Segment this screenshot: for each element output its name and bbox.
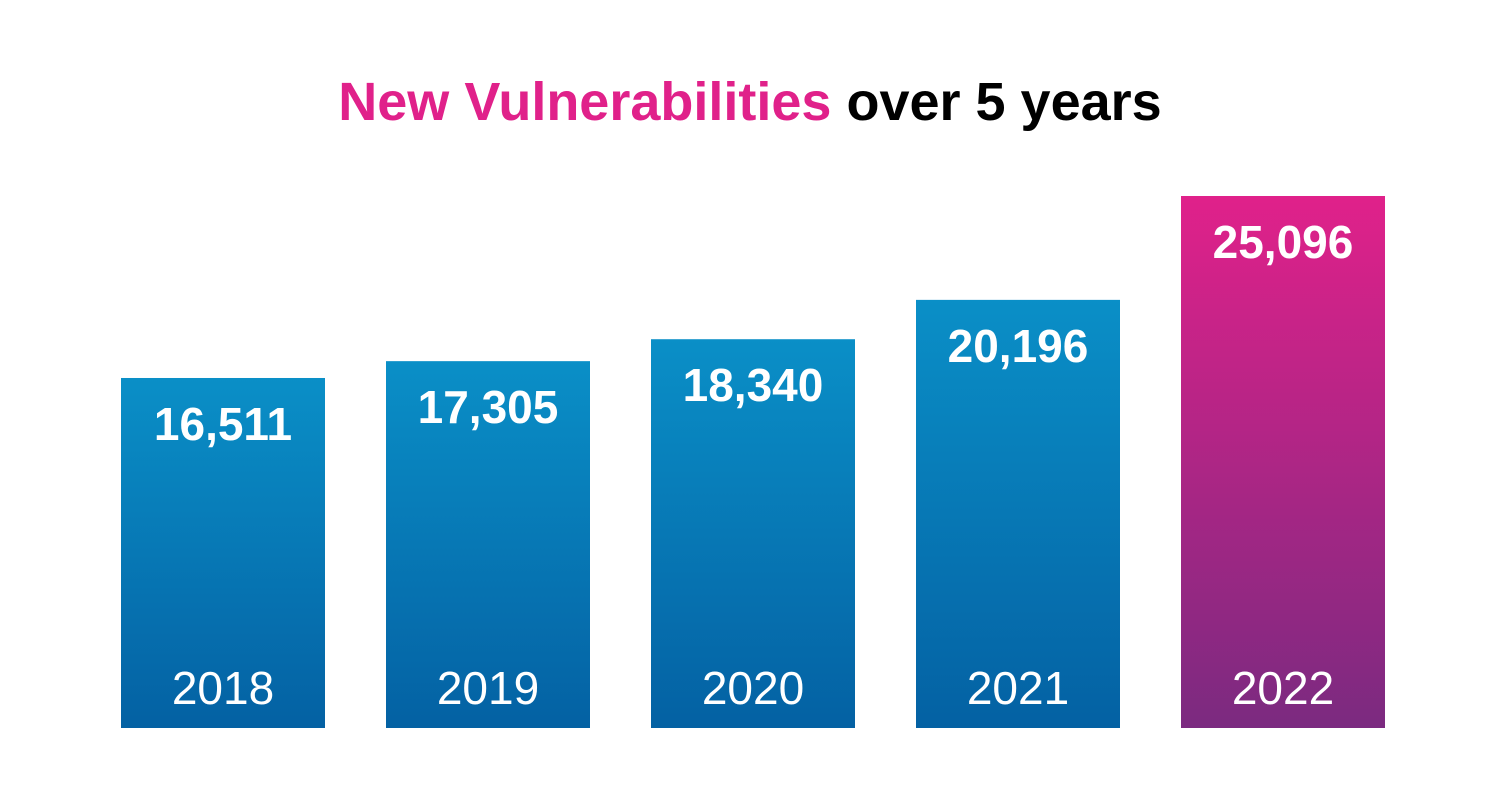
bar-value-label: 25,096 [1213, 216, 1354, 268]
bar-category-label: 2019 [437, 662, 539, 714]
bar-rect [1181, 196, 1385, 728]
chart-title-rest: over 5 years [846, 72, 1162, 132]
bar-value-label: 20,196 [948, 320, 1089, 372]
bar-2019: 17,305 2019 [386, 361, 590, 728]
bar-category-label: 2018 [172, 662, 274, 714]
bar-rect [916, 299, 1120, 728]
bar-value-label: 17,305 [418, 381, 559, 433]
bar-rect [651, 339, 855, 728]
bar-category-label: 2022 [1232, 662, 1334, 714]
bar-2020: 18,340 2020 [651, 339, 855, 728]
bar-category-label: 2020 [702, 662, 804, 714]
bar-value-label: 16,511 [154, 398, 292, 450]
bar-value-label: 18,340 [683, 359, 824, 411]
bar-2018: 16,511 2018 [121, 377, 325, 728]
bar-category-label: 2021 [967, 662, 1069, 714]
chart-title-highlight: New Vulnerabilities [338, 72, 832, 132]
bars-group: 16,511 2018 17,305 2019 18,340 2020 20,196 2021… [121, 196, 1385, 728]
bar-2021: 20,196 2021 [916, 299, 1120, 728]
bar-rect [386, 361, 590, 728]
chart-title: New Vulnerabilities over 5 years [0, 70, 1500, 134]
bar-2022: 25,096 2022 [1181, 196, 1385, 728]
bar-rect [121, 377, 325, 728]
